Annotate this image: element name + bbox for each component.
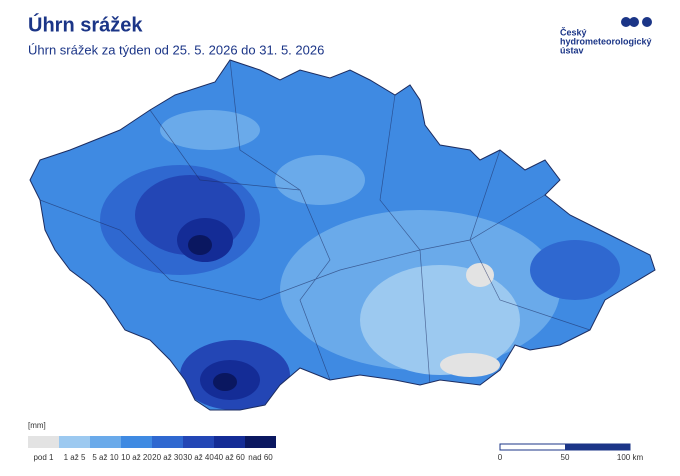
area [188,235,212,255]
legend-label: 40 až 60 [214,453,245,462]
legend-swatch [183,436,214,448]
legend-swatch [152,436,183,448]
logo-text: hydrometeorologický [560,36,652,46]
area [160,110,260,150]
scale-segment [565,444,630,450]
legend-swatch [245,436,276,448]
title: Úhrn srážek [28,12,143,36]
scale-label: 50 [561,453,570,462]
legend-label: 20 až 30 [152,453,183,462]
legend-swatch [214,436,245,448]
legend-unit: [mm] [28,421,46,430]
area [213,373,237,391]
subtitle: Úhrn srážek za týden od 25. 5. 2026 do 3… [28,42,324,57]
scale-bar: 0 50 100 km [498,443,644,462]
legend-label: pod 1 [33,453,54,462]
logo: Český hydrometeorologický ústav [560,17,652,55]
logo-dot [642,17,652,27]
area [275,155,365,205]
legend-label: nad 60 [248,453,273,462]
region-border [39,60,591,386]
legend-swatch [90,436,121,448]
logo-text: Český [560,26,587,37]
legend: pod 1 1 až 5 5 až 10 10 až 20 20 až 30 30 až … [28,436,276,462]
logo-dot [629,17,639,27]
area [440,353,500,377]
legend-label: 10 až 20 [121,453,152,462]
legend-label: 1 až 5 [64,453,86,462]
scale-label: 100 km [617,453,644,462]
legend-swatch [28,436,59,448]
scale-label: 0 [498,453,503,462]
area [530,240,620,300]
legend-swatch [121,436,152,448]
legend-swatch [59,436,90,448]
logo-dot [621,17,631,27]
area [360,265,520,375]
logo-text: ústav [560,45,584,55]
legend-label: 5 až 10 [92,453,119,462]
area [466,263,494,287]
legend-label: 30 až 40 [183,453,214,462]
